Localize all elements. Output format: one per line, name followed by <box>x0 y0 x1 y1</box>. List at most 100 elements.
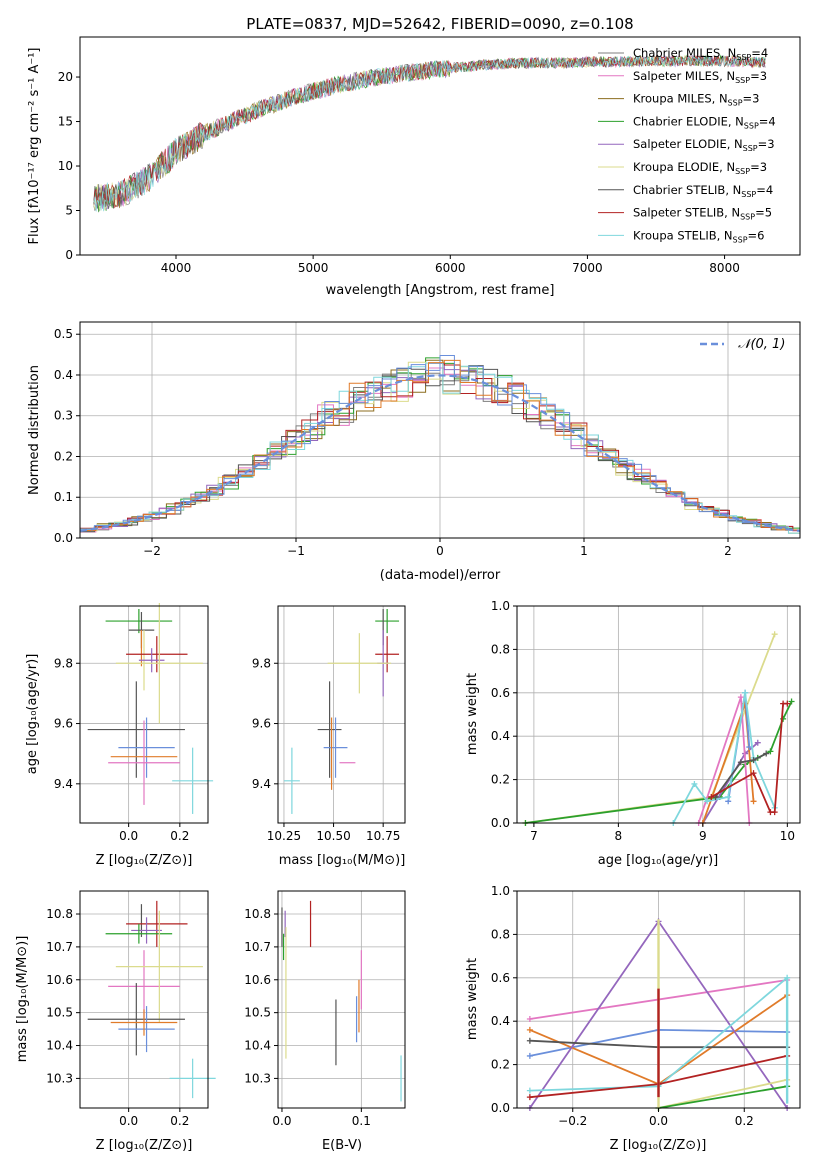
x-tick-label: 0.2 <box>170 829 189 843</box>
y-tick-label: 0.8 <box>491 642 510 656</box>
y-tick-label: 0.0 <box>54 531 73 545</box>
mass-weight-marker <box>784 700 791 707</box>
y-tick-label: 9.6 <box>252 717 271 731</box>
error-bar-point <box>118 1006 175 1053</box>
y-tick-label: 9.6 <box>54 717 73 731</box>
mass-vs-z-ticks: 0.0 0.2 10.3 10.4 10.5 10.6 10.7 10.8 <box>46 907 189 1128</box>
error-bar-point <box>118 717 175 778</box>
x-tick-label: −1 <box>287 544 305 558</box>
y-tick-label: 0.0 <box>491 816 510 830</box>
error-bar-point <box>126 636 188 673</box>
mass-weight-vs-age-ylabel: mass weight <box>465 673 480 755</box>
mass-weight-marker <box>526 1037 533 1044</box>
age-vs-mass-xlabel: mass [log₁₀(M/M⊙)] <box>279 853 406 868</box>
legend-entry: Kroupa ELODIE, NSSP=3 <box>633 160 767 176</box>
legend-entry: Kroupa STELIB, NSSP=6 <box>633 228 764 244</box>
y-tick-label: 10.4 <box>244 1039 271 1053</box>
x-tick-label: 0 <box>436 544 444 558</box>
x-tick-label: 10.25 <box>267 829 301 843</box>
spectrum-legend: Chabrier MILES, NSSP=4 Salpeter MILES, NS… <box>598 46 776 244</box>
y-tick-label: 1.0 <box>491 884 510 898</box>
mass-weight-marker <box>737 759 744 766</box>
mass-weight-marker <box>725 793 732 800</box>
y-tick-label: 10.4 <box>46 1039 73 1053</box>
error-bar-point <box>87 681 185 778</box>
y-tick-label: 0.5 <box>54 327 73 341</box>
y-tick-label: 0.3 <box>54 409 73 423</box>
error-bar-point <box>323 717 348 778</box>
legend-entry: Salpeter MILES, NSSP=3 <box>633 69 767 85</box>
mass-weight-marker <box>771 631 778 638</box>
age-vs-z-xlabel: Z [log₁₀(Z/Z⊙)] <box>96 853 193 868</box>
mass-vs-ebv-xlabel: E(B-V) <box>322 1138 362 1153</box>
error-bar-point <box>87 983 185 1056</box>
mass-weight-marker <box>526 1094 533 1101</box>
age-vs-z-ylabel: age [log₁₀(age/yr)] <box>25 654 40 775</box>
legend-entry: Salpeter ELODIE, NSSP=3 <box>633 137 775 153</box>
x-tick-label: 7000 <box>572 261 603 275</box>
mass-vs-z-frame <box>79 890 209 1109</box>
mass-vs-ebv-plot-area <box>278 891 405 1108</box>
mass-weight-vs-age-xlabel: age [log₁₀(age/yr)] <box>598 853 719 868</box>
y-tick-label: 9.8 <box>252 656 271 670</box>
mass-weight-vs-z-plot-area <box>517 890 800 1111</box>
y-tick-label: 10.5 <box>244 1006 271 1020</box>
histogram-step <box>79 359 800 538</box>
age-vs-mass-frame <box>277 605 406 824</box>
error-bar-point <box>110 1009 178 1036</box>
legend-entry: Salpeter STELIB, NSSP=5 <box>633 206 772 222</box>
x-tick-label: 10.75 <box>366 829 400 843</box>
mass-weight-line <box>658 1085 788 1109</box>
error-bar-point <box>138 648 165 673</box>
error-bar-point <box>317 681 342 778</box>
y-tick-label: 9.4 <box>54 777 73 791</box>
mass-weight-vs-age-panel: 7 8 9 10 0.0 0.2 0.4 0.6 0.8 1.0 age [log₁₀(age/y… <box>465 599 801 868</box>
spectrum-frame <box>79 36 801 256</box>
age-vs-z-ticks: 0.0 0.2 9.4 9.6 9.8 <box>54 656 189 843</box>
mass-weight-line <box>525 701 793 824</box>
mass-weight-marker <box>754 739 761 746</box>
mass-weight-vs-z-ylabel: mass weight <box>465 958 480 1040</box>
y-tick-label: 0.6 <box>491 971 510 985</box>
x-tick-label: 2 <box>724 544 732 558</box>
y-tick-label: 0.4 <box>54 368 73 382</box>
y-tick-label: 5 <box>65 204 73 218</box>
mass-weight-marker <box>742 689 749 696</box>
mass-weight-vs-z-panel: −0.2 0.0 0.2 0.0 0.2 0.4 0.6 0.8 1.0 Z [log₁₀(Z/… <box>465 884 801 1153</box>
error-bar-point <box>105 923 173 944</box>
age-vs-z-frame <box>79 605 209 824</box>
mass-weight-marker <box>763 750 770 757</box>
mass-weight-marker <box>526 1016 533 1023</box>
x-tick-label: 10 <box>780 829 795 843</box>
mass-weight-marker <box>708 793 715 800</box>
y-tick-label: 10.3 <box>244 1071 271 1085</box>
x-tick-label: 0.0 <box>119 1114 138 1128</box>
y-tick-label: 0.1 <box>54 490 73 504</box>
y-tick-label: 10.3 <box>46 1071 73 1085</box>
residuals-ticks: −2 −1 0 1 2 0.0 0.1 0.2 0.3 0.4 0.5 <box>54 327 732 558</box>
mass-vs-ebv-ticks: 0.0 0.1 10.3 10.4 10.5 10.6 10.7 10.8 <box>244 907 371 1128</box>
spectrum-line <box>93 54 766 212</box>
y-tick-label: 10.6 <box>244 973 271 987</box>
mass-weight-marker <box>526 1026 533 1033</box>
y-tick-label: 0.2 <box>491 1058 510 1072</box>
histogram-step <box>79 354 800 538</box>
gaussian-curve <box>79 374 801 532</box>
y-tick-label: 0.2 <box>54 449 73 463</box>
x-tick-label: 0.2 <box>735 1114 754 1128</box>
x-tick-label: 6000 <box>435 261 466 275</box>
y-tick-label: 10.5 <box>46 1006 73 1020</box>
y-tick-label: 10.8 <box>244 907 271 921</box>
y-tick-label: 10.6 <box>46 973 73 987</box>
x-tick-label: 1 <box>580 544 588 558</box>
mass-weight-vs-age-frame <box>516 605 801 824</box>
mass-weight-marker <box>737 694 744 701</box>
y-tick-label: 10.8 <box>46 907 73 921</box>
age-vs-mass-ticks: 10.25 10.50 10.75 9.4 9.6 9.8 <box>252 656 400 843</box>
mass-weight-marker <box>788 698 795 705</box>
error-bar-point <box>172 747 214 814</box>
mass-weight-marker <box>704 798 711 805</box>
x-tick-label: 0.2 <box>170 1114 189 1128</box>
legend-entry: Chabrier ELODIE, NSSP=4 <box>633 114 776 130</box>
mass-vs-z-plot-area <box>80 891 216 1108</box>
